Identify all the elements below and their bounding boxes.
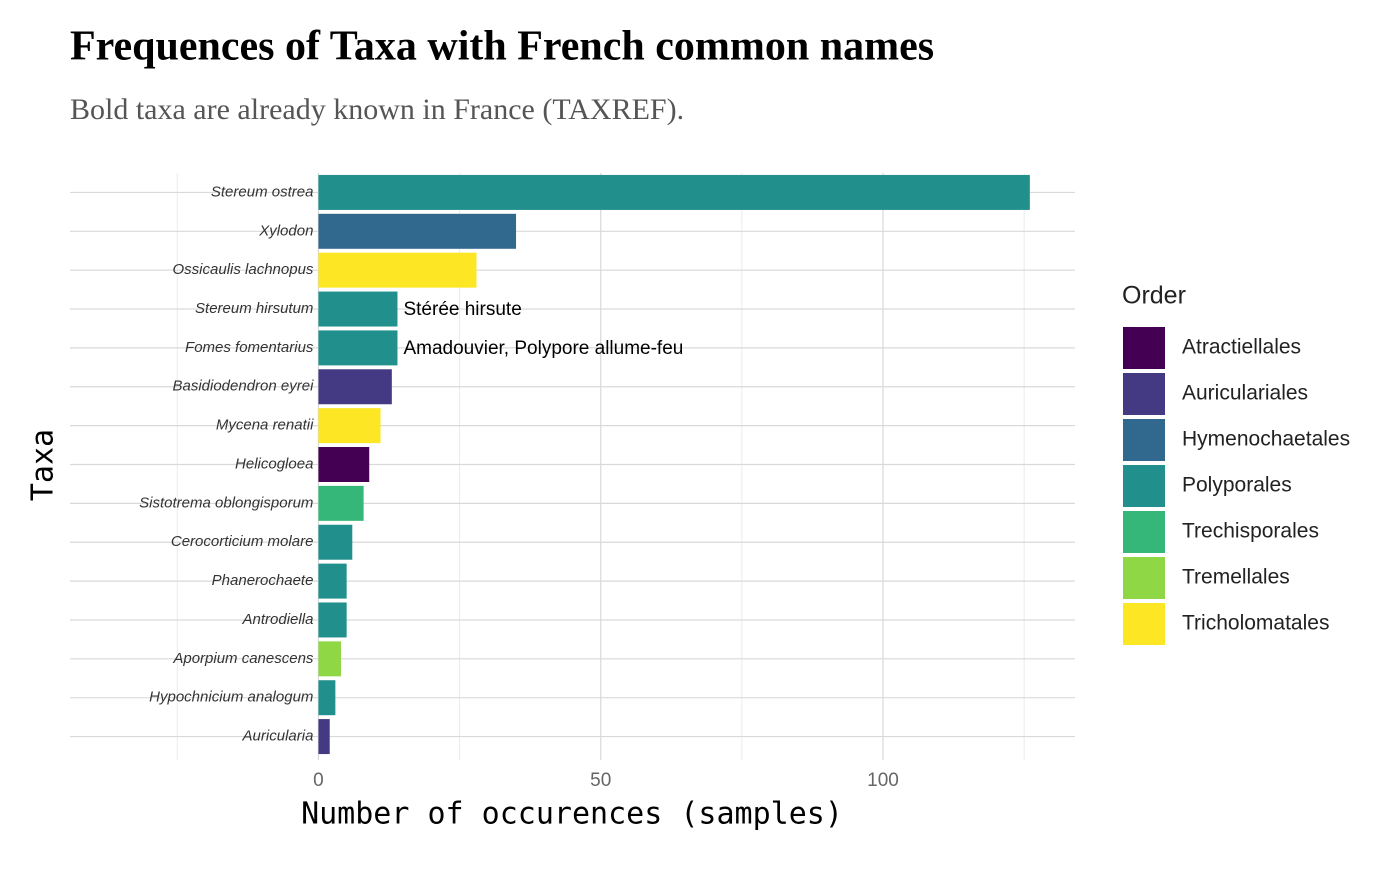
y-tick-label: Hypochnicium analogum: [149, 689, 313, 706]
y-tick-label: Cerocorticium molare: [171, 533, 314, 550]
x-tick-label: 0: [313, 770, 324, 791]
y-tick-label: Helicogloea: [235, 455, 313, 472]
y-tick-label: Aporpium canescens: [172, 650, 314, 667]
y-tick-label: Sistotrema oblongisporum: [139, 494, 313, 511]
chart-subtitle: Bold taxa are already known in France (T…: [70, 93, 684, 126]
y-tick-label: Xylodon: [258, 222, 313, 239]
y-tick-label: Phanerochaete: [212, 572, 314, 589]
y-tick-label: Stereum hirsutum: [195, 300, 313, 317]
legend-swatch: [1123, 327, 1165, 369]
bar-annotation: Amadouvier, Polypore allume-feu: [403, 338, 683, 359]
x-tick-label: 100: [867, 770, 899, 791]
x-tick-label: 50: [590, 770, 611, 791]
legend-label: Auriculariales: [1182, 382, 1308, 405]
legend-label: Tremellales: [1182, 566, 1290, 589]
bar: [318, 330, 398, 366]
y-tick-label: Basidiodendron eyrei: [172, 378, 314, 395]
y-axis-title: Taxa: [26, 429, 61, 501]
bar: [318, 291, 398, 327]
bar: [318, 408, 381, 444]
legend-swatch: [1123, 419, 1165, 461]
bar: [318, 213, 517, 249]
legend-swatch: [1123, 511, 1165, 553]
x-axis-title: Number of occurences (samples): [301, 797, 843, 832]
legend-label: Hymenochaetales: [1182, 428, 1350, 451]
legend-label: Atractiellales: [1182, 336, 1301, 359]
bar: [318, 680, 336, 716]
legend-swatch: [1123, 557, 1165, 599]
y-tick-label: Fomes fomentarius: [185, 339, 314, 356]
legend-title: Order: [1122, 282, 1186, 310]
bar-annotation: Stérée hirsute: [403, 299, 521, 320]
y-tick-label: Stereum ostrea: [211, 183, 314, 200]
legend-swatch: [1123, 603, 1165, 645]
y-tick-label: Ossicaulis lachnopus: [173, 261, 314, 278]
bar: [318, 485, 364, 521]
bar: [318, 447, 370, 482]
legend-swatch: [1123, 373, 1165, 415]
chart-title: Frequences of Taxa with French common na…: [70, 24, 934, 70]
bar: [318, 563, 347, 599]
bar: [318, 524, 353, 560]
y-tick-label: Auricularia: [242, 728, 314, 745]
bar: [318, 369, 392, 405]
bar: [318, 641, 342, 677]
bar: [318, 174, 1030, 210]
bar: [318, 602, 347, 638]
legend-label: Trechisporales: [1182, 520, 1319, 543]
legend-label: Polyporales: [1182, 474, 1292, 497]
bar: [318, 719, 330, 755]
bar: [318, 252, 477, 288]
y-tick-label: Antrodiella: [242, 611, 314, 628]
legend-label: Tricholomatales: [1182, 612, 1329, 635]
y-tick-label: Mycena renatii: [216, 417, 314, 434]
legend-swatch: [1123, 465, 1165, 507]
